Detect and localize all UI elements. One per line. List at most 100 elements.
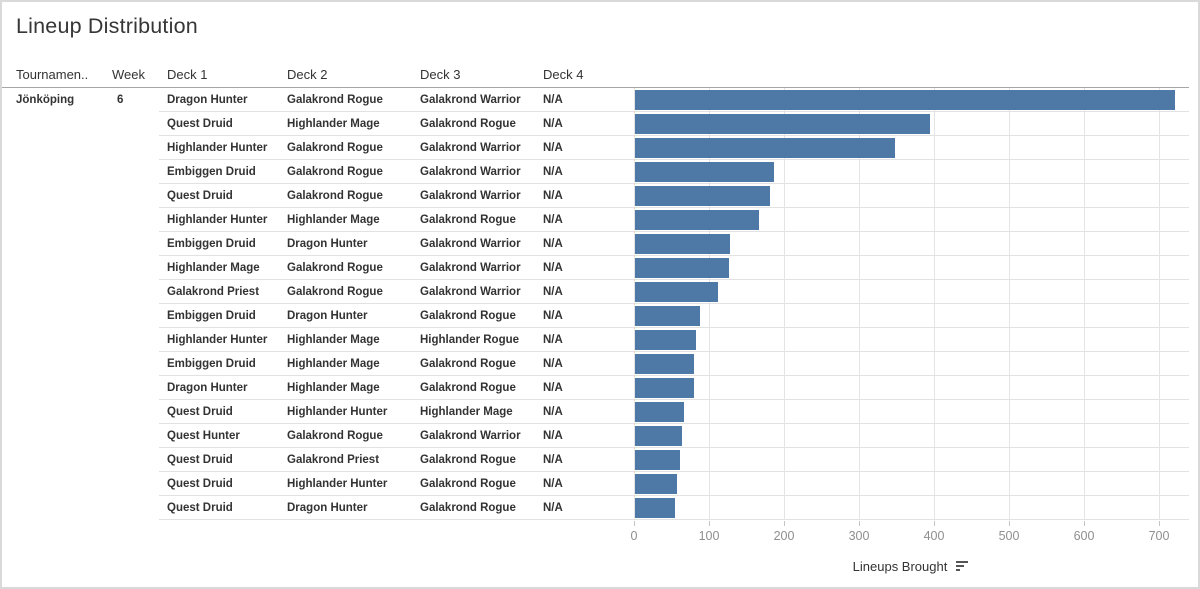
- deck1-cell[interactable]: Quest Druid: [167, 502, 233, 514]
- deck2-cell[interactable]: Highlander Hunter: [287, 478, 388, 490]
- column-header-deck1[interactable]: Deck 1: [167, 67, 208, 82]
- deck1-cell[interactable]: Quest Druid: [167, 406, 233, 418]
- deck1-cell[interactable]: Quest Druid: [167, 454, 233, 466]
- deck3-cell[interactable]: Galakrond Warrior: [420, 286, 521, 298]
- lineup-bar[interactable]: [635, 258, 729, 278]
- deck2-cell[interactable]: Galakrond Rogue: [287, 142, 383, 154]
- deck1-cell[interactable]: Dragon Hunter: [167, 94, 248, 106]
- deck2-cell[interactable]: Galakrond Rogue: [287, 166, 383, 178]
- deck4-cell[interactable]: N/A: [543, 454, 563, 466]
- deck2-cell[interactable]: Dragon Hunter: [287, 310, 368, 322]
- deck2-cell[interactable]: Highlander Mage: [287, 118, 380, 130]
- deck3-cell[interactable]: Galakrond Rogue: [420, 214, 516, 226]
- deck1-cell[interactable]: Highlander Hunter: [167, 334, 268, 346]
- deck2-cell[interactable]: Galakrond Priest: [287, 454, 380, 466]
- deck4-cell[interactable]: N/A: [543, 430, 563, 442]
- deck2-cell[interactable]: Highlander Hunter: [287, 406, 388, 418]
- deck4-cell[interactable]: N/A: [543, 190, 563, 202]
- deck2-cell[interactable]: Galakrond Rogue: [287, 190, 383, 202]
- deck2-cell[interactable]: Highlander Mage: [287, 334, 380, 346]
- deck1-cell[interactable]: Quest Hunter: [167, 430, 240, 442]
- deck3-cell[interactable]: Galakrond Warrior: [420, 142, 521, 154]
- week-cell[interactable]: 6: [117, 94, 124, 106]
- column-header-tournament[interactable]: Tournamen..: [16, 67, 89, 82]
- column-header-deck2[interactable]: Deck 2: [287, 67, 328, 82]
- deck3-cell[interactable]: Galakrond Warrior: [420, 190, 521, 202]
- deck2-cell[interactable]: Galakrond Rogue: [287, 94, 383, 106]
- deck1-cell[interactable]: Highlander Mage: [167, 262, 260, 274]
- deck4-cell[interactable]: N/A: [543, 262, 563, 274]
- lineup-bar[interactable]: [635, 378, 694, 398]
- lineup-bar[interactable]: [635, 306, 700, 326]
- lineup-bar[interactable]: [635, 498, 675, 518]
- deck2-cell[interactable]: Galakrond Rogue: [287, 430, 383, 442]
- deck4-cell[interactable]: N/A: [543, 142, 563, 154]
- deck2-cell[interactable]: Galakrond Rogue: [287, 286, 383, 298]
- deck3-cell[interactable]: Galakrond Warrior: [420, 238, 521, 250]
- lineup-bar[interactable]: [635, 186, 770, 206]
- column-header-week[interactable]: Week: [112, 67, 145, 82]
- lineup-bar[interactable]: [635, 330, 696, 350]
- deck3-cell[interactable]: Galakrond Rogue: [420, 478, 516, 490]
- lineup-bar[interactable]: [635, 426, 682, 446]
- lineup-bar[interactable]: [635, 402, 684, 422]
- deck4-cell[interactable]: N/A: [543, 166, 563, 178]
- deck2-cell[interactable]: Dragon Hunter: [287, 238, 368, 250]
- deck1-cell[interactable]: Embiggen Druid: [167, 310, 256, 322]
- lineup-bar[interactable]: [635, 162, 774, 182]
- deck1-cell[interactable]: Embiggen Druid: [167, 166, 256, 178]
- deck3-cell[interactable]: Galakrond Rogue: [420, 382, 516, 394]
- deck4-cell[interactable]: N/A: [543, 118, 563, 130]
- column-header-deck3[interactable]: Deck 3: [420, 67, 461, 82]
- lineup-bar[interactable]: [635, 138, 896, 158]
- lineup-bar[interactable]: [635, 90, 1175, 110]
- deck1-cell[interactable]: Quest Druid: [167, 118, 233, 130]
- deck1-cell[interactable]: Galakrond Priest: [167, 286, 260, 298]
- deck1-cell[interactable]: Dragon Hunter: [167, 382, 248, 394]
- x-axis-label-group[interactable]: Lineups Brought: [632, 556, 1189, 576]
- lineup-bar[interactable]: [635, 474, 677, 494]
- column-header-deck4[interactable]: Deck 4: [543, 67, 584, 82]
- deck2-cell[interactable]: Galakrond Rogue: [287, 262, 383, 274]
- lineup-bar[interactable]: [635, 354, 695, 374]
- deck3-cell[interactable]: Highlander Mage: [420, 406, 513, 418]
- deck4-cell[interactable]: N/A: [543, 502, 563, 514]
- deck3-cell[interactable]: Galakrond Warrior: [420, 166, 521, 178]
- lineup-bar[interactable]: [635, 114, 930, 134]
- deck1-cell[interactable]: Highlander Hunter: [167, 142, 268, 154]
- deck1-cell[interactable]: Embiggen Druid: [167, 358, 256, 370]
- lineup-bar[interactable]: [635, 450, 680, 470]
- deck4-cell[interactable]: N/A: [543, 214, 563, 226]
- deck1-cell[interactable]: Quest Druid: [167, 190, 233, 202]
- deck2-cell[interactable]: Dragon Hunter: [287, 502, 368, 514]
- deck3-cell[interactable]: Galakrond Rogue: [420, 454, 516, 466]
- deck4-cell[interactable]: N/A: [543, 334, 563, 346]
- deck3-cell[interactable]: Galakrond Rogue: [420, 310, 516, 322]
- deck3-cell[interactable]: Galakrond Warrior: [420, 94, 521, 106]
- deck4-cell[interactable]: N/A: [543, 358, 563, 370]
- lineup-bar[interactable]: [635, 234, 731, 254]
- sort-descending-icon[interactable]: [956, 561, 969, 571]
- deck3-cell[interactable]: Galakrond Rogue: [420, 118, 516, 130]
- deck4-cell[interactable]: N/A: [543, 310, 563, 322]
- deck4-cell[interactable]: N/A: [543, 406, 563, 418]
- deck2-cell[interactable]: Highlander Mage: [287, 358, 380, 370]
- deck2-cell[interactable]: Highlander Mage: [287, 214, 380, 226]
- deck1-cell[interactable]: Embiggen Druid: [167, 238, 256, 250]
- deck1-cell[interactable]: Quest Druid: [167, 478, 233, 490]
- tournament-cell[interactable]: Jönköping: [16, 94, 75, 106]
- deck3-cell[interactable]: Galakrond Rogue: [420, 502, 516, 514]
- lineup-bar[interactable]: [635, 282, 718, 302]
- deck4-cell[interactable]: N/A: [543, 478, 563, 490]
- deck3-cell[interactable]: Galakrond Warrior: [420, 262, 521, 274]
- deck4-cell[interactable]: N/A: [543, 286, 563, 298]
- deck3-cell[interactable]: Galakrond Rogue: [420, 358, 516, 370]
- deck4-cell[interactable]: N/A: [543, 382, 563, 394]
- deck2-cell[interactable]: Highlander Mage: [287, 382, 380, 394]
- deck4-cell[interactable]: N/A: [543, 94, 563, 106]
- deck3-cell[interactable]: Highlander Rogue: [420, 334, 520, 346]
- lineup-bar[interactable]: [635, 210, 759, 230]
- deck3-cell[interactable]: Galakrond Warrior: [420, 430, 521, 442]
- deck1-cell[interactable]: Highlander Hunter: [167, 214, 268, 226]
- deck4-cell[interactable]: N/A: [543, 238, 563, 250]
